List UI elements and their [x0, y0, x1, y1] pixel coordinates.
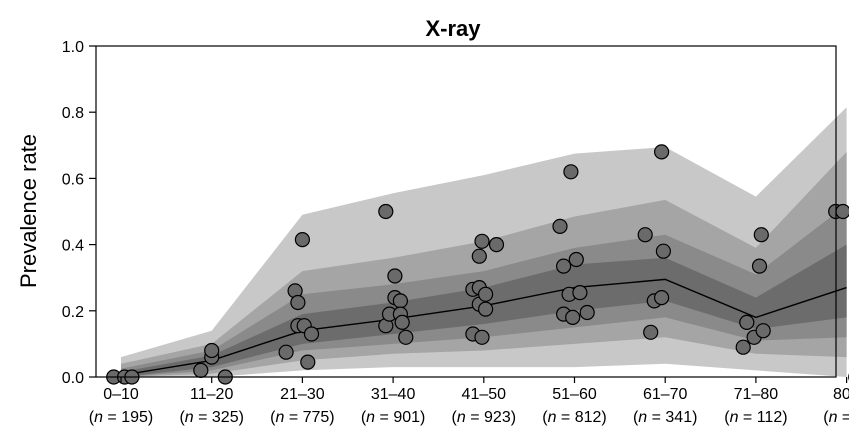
data-point: [753, 227, 769, 243]
data-point: [653, 290, 670, 306]
y-tick-label: 0.2: [62, 304, 84, 321]
x-tick-label: 21–30: [280, 386, 325, 403]
data-point: [555, 258, 572, 274]
y-tick-label: 1.0: [62, 39, 84, 56]
data-point: [755, 323, 771, 339]
axes: [95, 45, 837, 378]
data-point: [300, 354, 316, 370]
y-tick-labels: 0.0 0.2 0.4 0.6 0.8 1.0: [62, 39, 96, 387]
data-point: [643, 324, 659, 340]
x-tick-label: 41–50: [462, 386, 507, 403]
data-point: [478, 286, 494, 302]
sample-size-label: (n = 112): [724, 409, 787, 426]
sample-size-label: (n = 812): [542, 409, 607, 426]
data-point: [474, 233, 490, 249]
plot-frame: [95, 45, 837, 378]
data-point: [579, 304, 595, 321]
y-tick-label: 0.6: [62, 171, 84, 188]
y-tick-label: 0.0: [62, 370, 84, 387]
data-point: [739, 314, 755, 330]
y-tick-label: 0.8: [62, 105, 84, 122]
data-point: [735, 339, 751, 355]
sample-size-label: (n = 195): [89, 409, 154, 426]
sample-size-label: (n = 7): [823, 409, 849, 426]
y-tick-label: 0.4: [62, 238, 84, 255]
data-point: [193, 362, 209, 378]
x-tick-label: 51–60: [552, 386, 597, 403]
sample-size-label: (n = 341): [633, 409, 698, 426]
data-point: [637, 227, 653, 243]
sample-size-label: (n = 923): [452, 409, 517, 426]
data-point: [552, 218, 568, 234]
x-tick-label: 61–70: [643, 386, 688, 403]
data-point: [565, 309, 581, 325]
data-point: [278, 344, 294, 360]
data-point: [294, 232, 310, 248]
x-tick-label: 80+: [833, 386, 849, 403]
data-point: [392, 293, 408, 309]
data-point: [303, 326, 320, 342]
data-point: [488, 237, 505, 253]
data-point: [653, 144, 670, 160]
data-point: [398, 329, 414, 345]
data-point: [387, 268, 403, 284]
data-point: [835, 203, 849, 220]
data-point: [290, 294, 306, 311]
chart-title: X-ray: [425, 16, 481, 41]
sample-size-label: (n = 901): [361, 409, 426, 426]
x-tick-label: 71–80: [734, 386, 779, 403]
data-point: [478, 301, 494, 317]
data-point: [378, 203, 394, 220]
data-point: [655, 243, 672, 259]
x-tick-labels: 0–10 (n = 195) 11–20 (n = 325) 21–30 (n = 775…: [89, 377, 849, 426]
data-point: [572, 285, 588, 301]
data-point: [474, 329, 490, 345]
data-point: [751, 258, 768, 274]
x-tick-label: 0–10: [103, 386, 139, 403]
sample-size-label: (n = 775): [270, 409, 335, 426]
x-tick-label: 11–20: [190, 386, 233, 403]
data-point: [204, 342, 220, 359]
data-point: [563, 164, 579, 180]
x-tick-label: 31–40: [371, 386, 416, 403]
sample-size-label: (n = 325): [179, 409, 244, 426]
data-point: [471, 248, 487, 264]
data-points: [106, 144, 849, 385]
y-axis-label: Prevalence rate: [16, 134, 41, 288]
data-point: [568, 251, 584, 268]
data-point: [394, 314, 410, 330]
